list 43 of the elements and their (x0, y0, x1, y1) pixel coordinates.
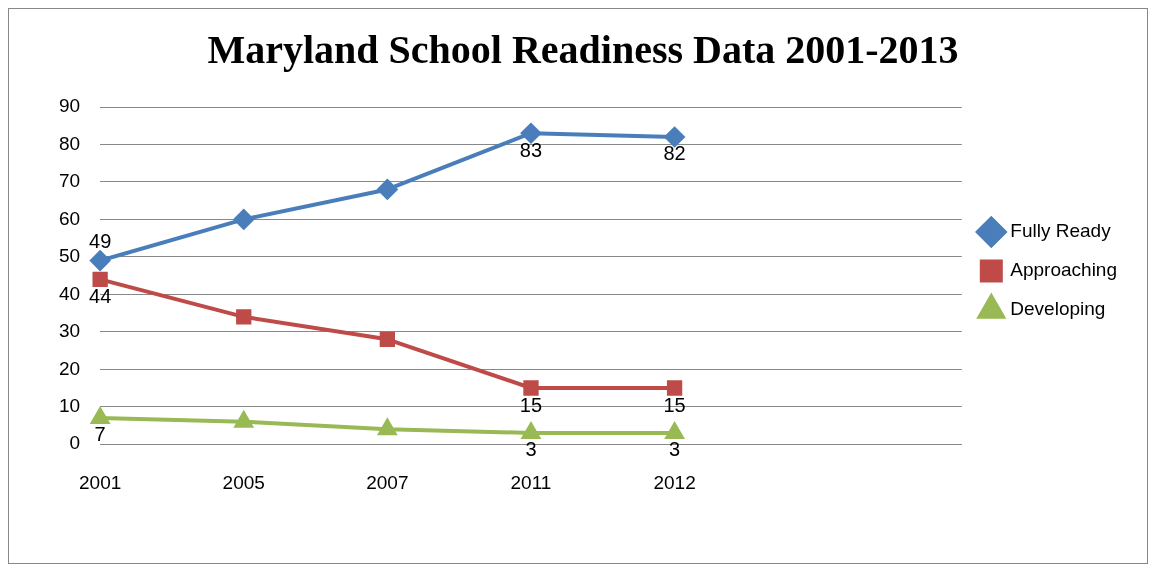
data-label: 3 (669, 438, 681, 461)
y-tick-label: 60 (58, 207, 81, 229)
y-tick-label: 50 (58, 245, 81, 267)
legend-label: Approaching (1010, 259, 1118, 281)
data-label: 83 (519, 138, 543, 161)
data-label: 44 (89, 284, 112, 307)
data-label: 49 (89, 230, 112, 253)
x-tick-label: 2007 (366, 471, 409, 493)
point (666, 380, 683, 396)
y-tick-label: 90 (58, 95, 81, 117)
point (91, 407, 110, 424)
point (90, 250, 111, 271)
point (377, 179, 398, 200)
x-tick-label: 2011 (510, 471, 552, 493)
legend-label: Fully Ready (1010, 220, 1112, 242)
point (378, 419, 397, 436)
y-tick-label: 10 (58, 394, 81, 416)
point (523, 380, 539, 396)
data-label: 15 (663, 393, 686, 416)
point (92, 271, 108, 287)
data-label: 15 (519, 393, 543, 416)
data-label: 3 (525, 438, 537, 461)
y-tick-label: 0 (69, 432, 81, 454)
y-tick-label: 70 (58, 170, 81, 192)
chart-title: Maryland School Readiness Data 2001-2013 (207, 27, 959, 73)
point (522, 422, 540, 439)
legend-label: Developing (1010, 298, 1106, 320)
y-tick-label: 30 (58, 320, 81, 342)
point (665, 422, 684, 439)
y-tick-label: 80 (58, 132, 81, 154)
point (379, 331, 396, 347)
data-label: 7 (94, 423, 106, 446)
y-tick-label: 20 (58, 357, 81, 379)
point (664, 126, 685, 147)
point (233, 409, 254, 428)
x-tick-label: 2005 (222, 471, 265, 493)
point (236, 309, 252, 325)
x-tick-label: 2012 (653, 471, 696, 493)
x-tick-label: 2001 (78, 471, 122, 493)
y-tick-label: 40 (58, 282, 81, 304)
data-label: 82 (663, 142, 686, 165)
point (520, 123, 541, 144)
point (233, 209, 254, 230)
